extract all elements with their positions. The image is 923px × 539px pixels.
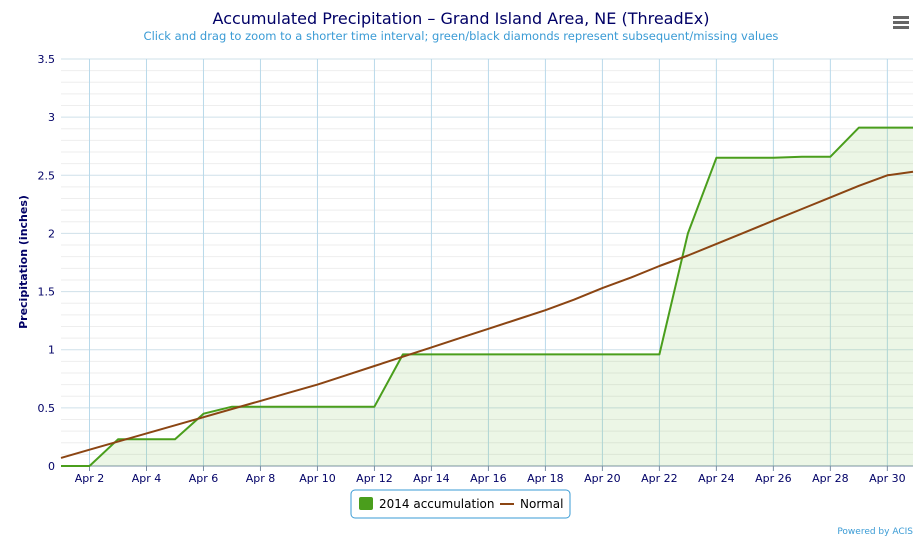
- y-tick-label: 1.5: [38, 286, 56, 299]
- y-tick-label: 2.5: [38, 169, 56, 182]
- x-tick-label: Apr 18: [527, 472, 564, 485]
- series-layer: [60, 126, 914, 467]
- plot-grid: [61, 58, 913, 467]
- legend-label-2014: 2014 accumulation: [379, 497, 494, 511]
- x-tick-label: Apr 22: [641, 472, 678, 485]
- x-tick-label: Apr 10: [299, 472, 336, 485]
- x-tick-label: Apr 6: [189, 472, 219, 485]
- y-tick-label: 0.5: [38, 402, 56, 415]
- x-tick-label: Apr 16: [470, 472, 507, 485]
- y-tick-label: 2: [48, 227, 55, 240]
- y-tick-label: 3.5: [38, 53, 56, 66]
- x-tick-label: Apr 26: [755, 472, 792, 485]
- series-line-normal: [60, 170, 914, 459]
- legend: 2014 accumulation Normal: [350, 489, 571, 519]
- x-tick-label: Apr 2: [75, 472, 105, 485]
- x-tick-label: Apr 14: [413, 472, 450, 485]
- y-tick-label: 0: [48, 460, 55, 473]
- y-axis-label: Precipitation (inches): [17, 195, 30, 329]
- x-tick-label: Apr 30: [869, 472, 906, 485]
- x-tick-label: Apr 4: [132, 472, 162, 485]
- series-area-2014-accumulation: [61, 127, 913, 466]
- hamburger-menu-icon[interactable]: [890, 12, 912, 32]
- chart-title: Accumulated Precipitation – Grand Island…: [213, 9, 710, 28]
- chart-subtitle: Click and drag to zoom to a shorter time…: [144, 29, 779, 43]
- y-tick-label: 3: [48, 111, 55, 124]
- series-line-2014-accumulation: [61, 126, 913, 467]
- y-axis: 0 0.5 1 1.5 2 2.5 3 3.5: [38, 53, 56, 473]
- legend-item-normal[interactable]: Normal: [500, 497, 563, 511]
- credit-link[interactable]: Powered by ACIS: [837, 527, 913, 537]
- x-tick-label: Apr 28: [812, 472, 849, 485]
- x-tick-label: Apr 24: [698, 472, 735, 485]
- x-tick-label: Apr 12: [356, 472, 393, 485]
- y-tick-label: 1: [48, 344, 55, 357]
- x-tick-label: Apr 20: [584, 472, 621, 485]
- x-tick-label: Apr 8: [246, 472, 276, 485]
- x-axis: Apr 2 Apr 4 Apr 6 Apr 8 Apr 10 Apr 12 Apr 14 Ap…: [75, 466, 906, 485]
- legend-swatch-2014: [359, 497, 373, 510]
- legend-label-normal: Normal: [520, 497, 563, 511]
- legend-item-2014-accumulation[interactable]: 2014 accumulation: [359, 497, 494, 511]
